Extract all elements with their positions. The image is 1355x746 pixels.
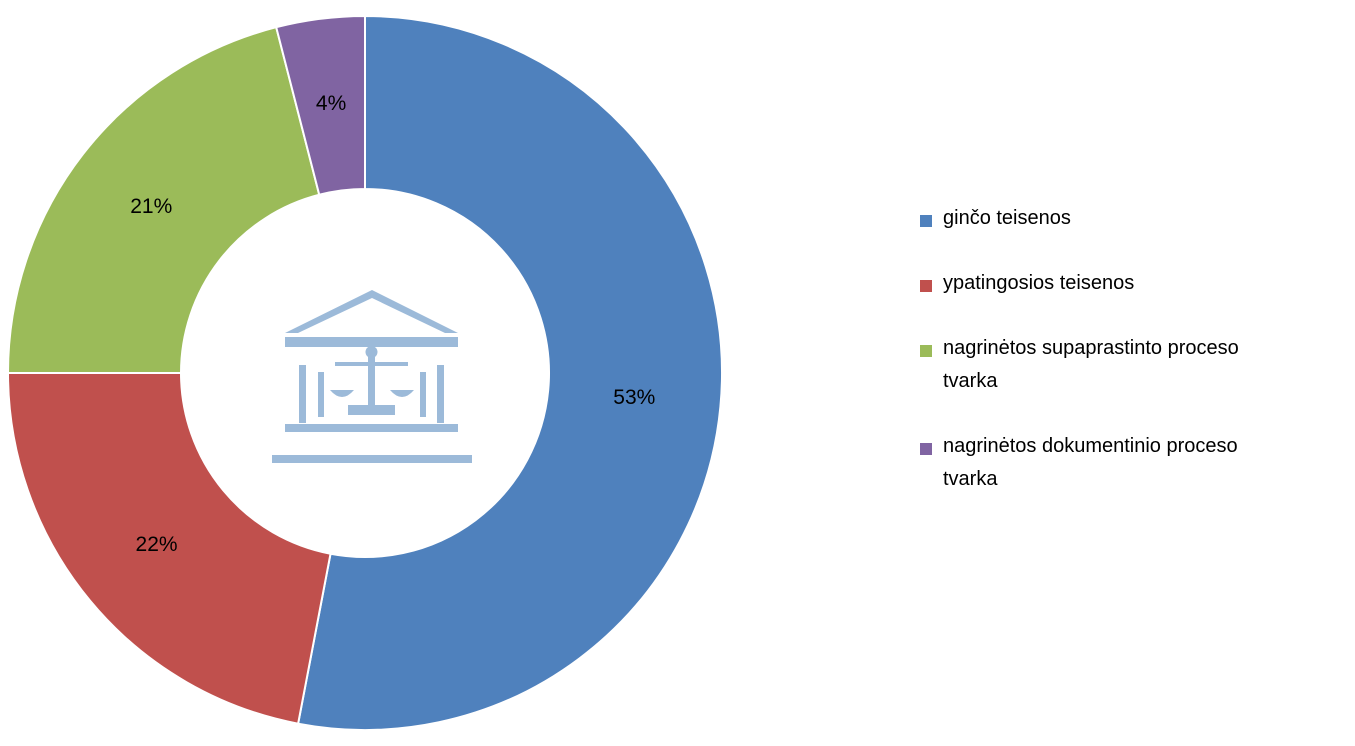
legend-label: ginčo teisenos [943,207,1071,229]
data-label: 53% [613,386,655,409]
data-label: 4% [316,92,346,115]
court-icon [272,290,472,463]
donut-slice [275,14,366,196]
legend: ginčo teisenos ypatingosios teisenos nagri… [920,207,1288,536]
chart: 53% 22% 21% 4% [6,14,723,731]
data-label: 22% [136,533,178,556]
legend-swatch [920,215,932,227]
legend-label: nagrinėtos supaprastinto proceso tvarka [943,337,1239,392]
legend-swatch [920,345,932,357]
donut-slice [6,372,332,725]
legend-item: nagrinėtos supaprastinto proceso tvarka [920,337,1288,398]
legend-item: nagrinėtos dokumentinio proceso tvarka [920,435,1288,496]
legend-swatch [920,443,932,455]
donut-slice [6,25,321,374]
legend-item: ypatingosios teisenos [920,272,1288,300]
legend-label: ypatingosios teisenos [943,272,1135,294]
data-label: 21% [130,195,172,218]
legend-label: nagrinėtos dokumentinio proceso tvarka [943,435,1238,490]
legend-item: ginčo teisenos [920,207,1288,235]
donut-slice [296,14,723,731]
legend-swatch [920,280,932,292]
